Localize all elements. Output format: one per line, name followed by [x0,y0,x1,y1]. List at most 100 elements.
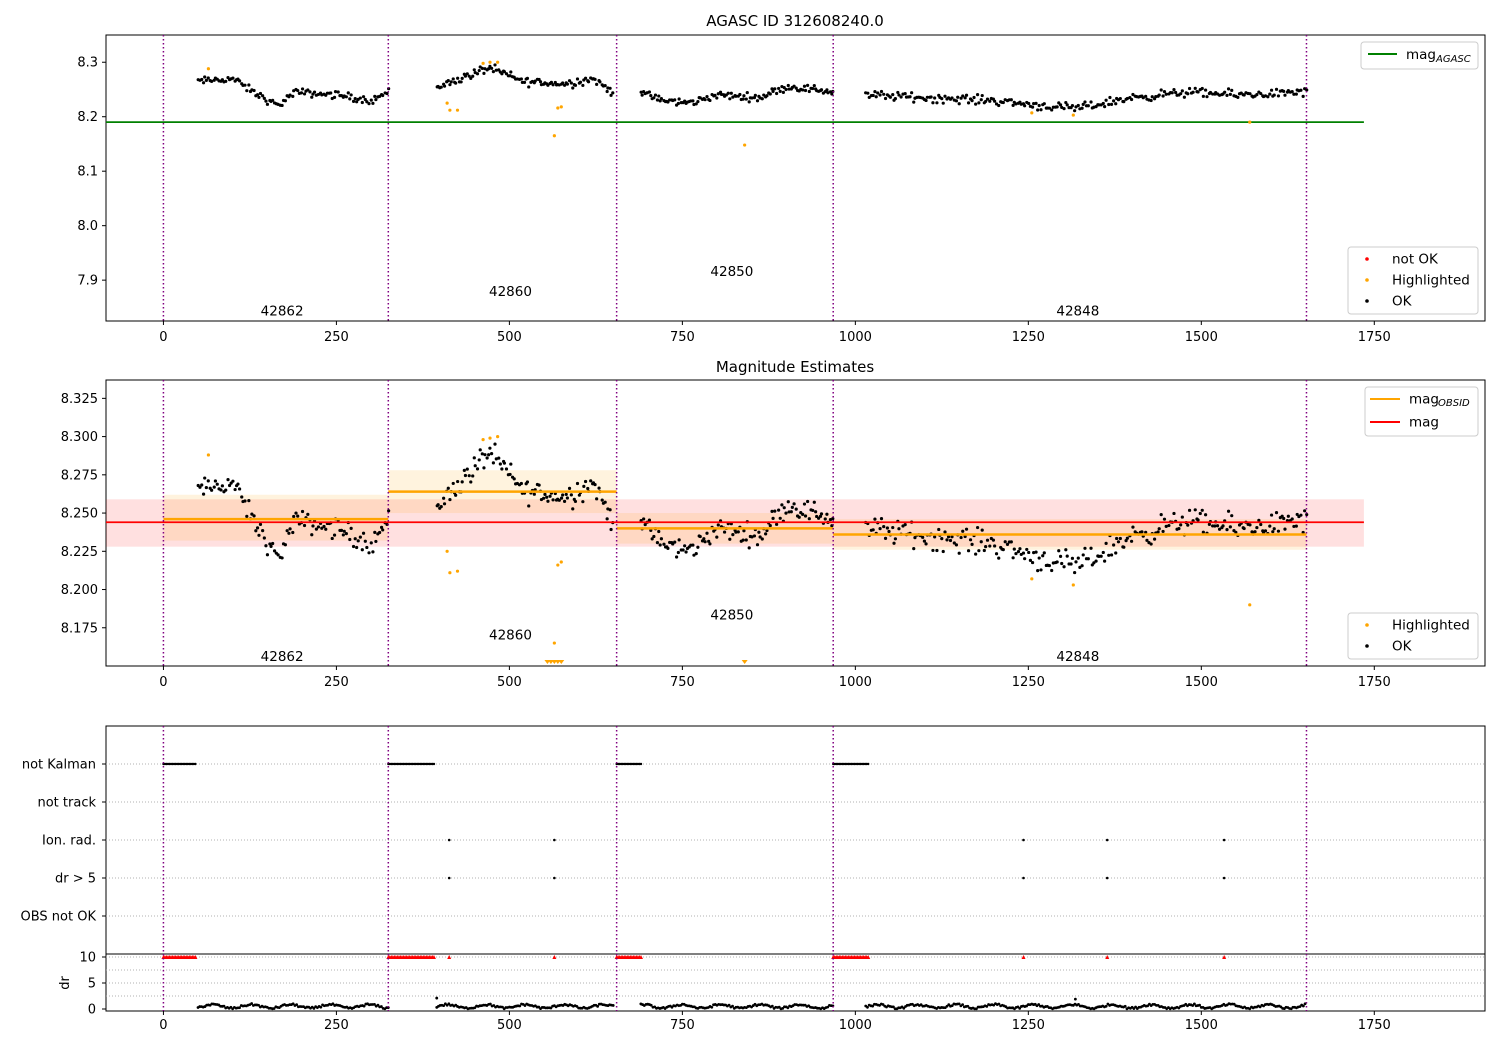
p4-xtick-label: 750 [670,1018,695,1033]
p2-ok-point [1280,514,1284,518]
p1-ok-point [1164,92,1168,96]
p1-ok-point [1104,98,1108,102]
p4-dr-point [1198,1003,1201,1007]
p2-ok-point [236,482,240,486]
p1-ok-point [467,74,471,78]
p2-ok-point [469,480,473,484]
p2-ok-point [1003,540,1007,544]
p1-ok-point [533,79,537,83]
p2-ok-point [950,535,954,539]
p1-xtick-label: 1750 [1358,330,1391,345]
p4-dr-point [727,1003,731,1007]
p4-dr-point [272,1007,276,1010]
p1-ok-point [206,76,210,80]
p2-ok-point [498,462,502,466]
p1-ok-point [1248,92,1252,96]
p2-ok-point [1092,561,1096,565]
p2-ok-point [1014,551,1018,556]
p1-ok-point [773,87,777,91]
p1-ok-point [1011,103,1015,108]
p2-ok-point [1228,525,1232,529]
p1-ok-point [988,99,992,103]
p2-ok-point [649,528,653,533]
p1-ok-point [1114,102,1118,106]
p2-ok-point [314,527,319,531]
p1-ok-point [332,95,337,99]
p2-ok-point [1198,511,1202,516]
p2-ok-point [1152,537,1157,541]
p1-ok-point [203,75,207,79]
p2-ok-point [381,528,385,532]
p2-ok-point [525,480,530,484]
p1-ok-point [715,96,719,100]
p2-ok-point [681,548,685,552]
p2-ok-point [937,527,941,532]
p2-ok-point [261,529,265,533]
p2-ok-point [339,528,344,532]
p2-ok-point [1101,550,1105,555]
p2-ok-point [439,504,443,509]
p1-ok-point [639,90,643,94]
p2-ok-point [1103,559,1107,563]
p1-highlighted-point [496,60,500,64]
p1-ok-point [261,94,265,98]
p2-ok-point [473,464,477,468]
p1-ok-point [871,93,875,98]
p2-ok-point [966,549,971,553]
p2-ok-point [946,535,951,539]
p4-dr-point [975,1007,978,1011]
p2-ok-point [1062,565,1066,569]
p1-ok-point [1118,96,1122,101]
p2-highlighted-point [1071,583,1075,587]
p2-ok-point [1064,548,1068,552]
p2-ok-point [1305,512,1309,517]
p2-ok-point [361,531,366,535]
p1-ok-point [360,100,364,105]
p2-ok-point [358,535,362,539]
p2-ok-point [1116,540,1121,544]
p1-ok-point [1129,97,1134,102]
p1-ok-point [451,77,455,81]
p2-ok-point [683,544,687,548]
p1-ok-point [569,81,573,85]
p1-ok-point [903,91,907,96]
p1-ok-point [677,97,681,101]
p2-ok-point [1094,559,1098,563]
p1-ok-point [819,88,824,92]
p2-ok-point [255,526,260,530]
p2-ok-point [561,493,565,497]
p4-dr-point [295,1003,299,1007]
p2-ok-point [994,552,999,556]
p2-ok-point [454,493,458,497]
p2-ok-point [559,496,564,500]
p1-xtick-label: 750 [670,330,695,345]
p2-xtick-label: 250 [324,675,349,690]
p1-ok-point [456,76,460,80]
p2-ok-point [1012,547,1016,551]
p1-ok-point [954,99,959,103]
p1-ok-point [649,94,653,98]
p4-dr-point [257,1003,260,1007]
p4-ylabel: dr [58,976,73,990]
p1-ok-point [959,96,963,100]
p2-ok-point [252,514,256,518]
p2-ok-point [792,502,796,506]
p2-ok-point [201,492,206,496]
p2-ytick-label: 8.200 [61,583,98,598]
p2-ok-point [1145,538,1149,542]
p2-highlighted-point [445,549,449,553]
p1-obsid-label: 42860 [489,284,532,300]
p2-ok-point [736,530,740,534]
p2-ok-point [1018,547,1022,551]
p1-ok-point [896,90,900,95]
p1-ok-point [546,83,550,87]
p2-ok-point [988,544,992,548]
p2-ok-point [497,456,501,460]
p2-ok-point [296,514,300,518]
p1-ok-point [812,84,816,88]
p1-ok-point [830,92,834,96]
p2-ok-point [893,537,897,541]
p2-ok-point [652,534,656,539]
p2-ok-point [931,548,935,553]
p1-ok-point [941,101,945,105]
